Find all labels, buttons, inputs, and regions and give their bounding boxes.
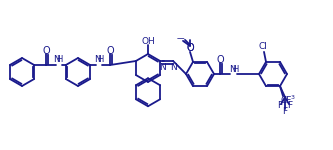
Text: O: O [42,46,50,56]
Text: —: — [176,34,184,43]
Text: H: H [232,64,238,74]
Text: O: O [106,46,114,56]
Text: F: F [282,107,288,116]
Text: N: N [94,56,101,64]
Text: 3: 3 [291,95,295,100]
Text: N: N [170,63,177,72]
Text: OH: OH [141,36,155,45]
Text: O: O [186,43,194,53]
Text: O: O [216,55,224,65]
Text: N: N [53,56,60,64]
Text: N: N [229,64,235,74]
Text: F: F [287,101,293,110]
Text: H: H [97,56,103,64]
Text: H: H [56,56,62,64]
Text: F: F [277,101,283,110]
Text: Cl: Cl [258,42,267,51]
Text: N: N [159,63,166,72]
Text: CF: CF [280,96,292,105]
Text: O: O [186,43,194,53]
